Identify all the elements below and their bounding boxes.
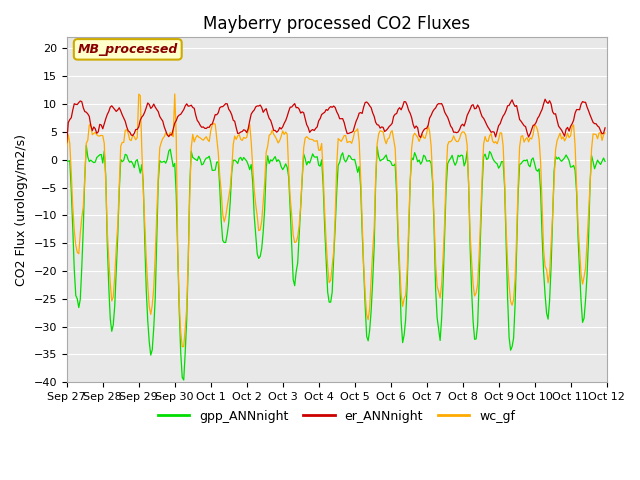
Legend: gpp_ANNnight, er_ANNnight, wc_gf: gpp_ANNnight, er_ANNnight, wc_gf	[153, 405, 520, 428]
Text: MB_processed: MB_processed	[77, 43, 178, 56]
Y-axis label: CO2 Flux (urology/m2/s): CO2 Flux (urology/m2/s)	[15, 134, 28, 286]
Title: Mayberry processed CO2 Fluxes: Mayberry processed CO2 Fluxes	[203, 15, 470, 33]
